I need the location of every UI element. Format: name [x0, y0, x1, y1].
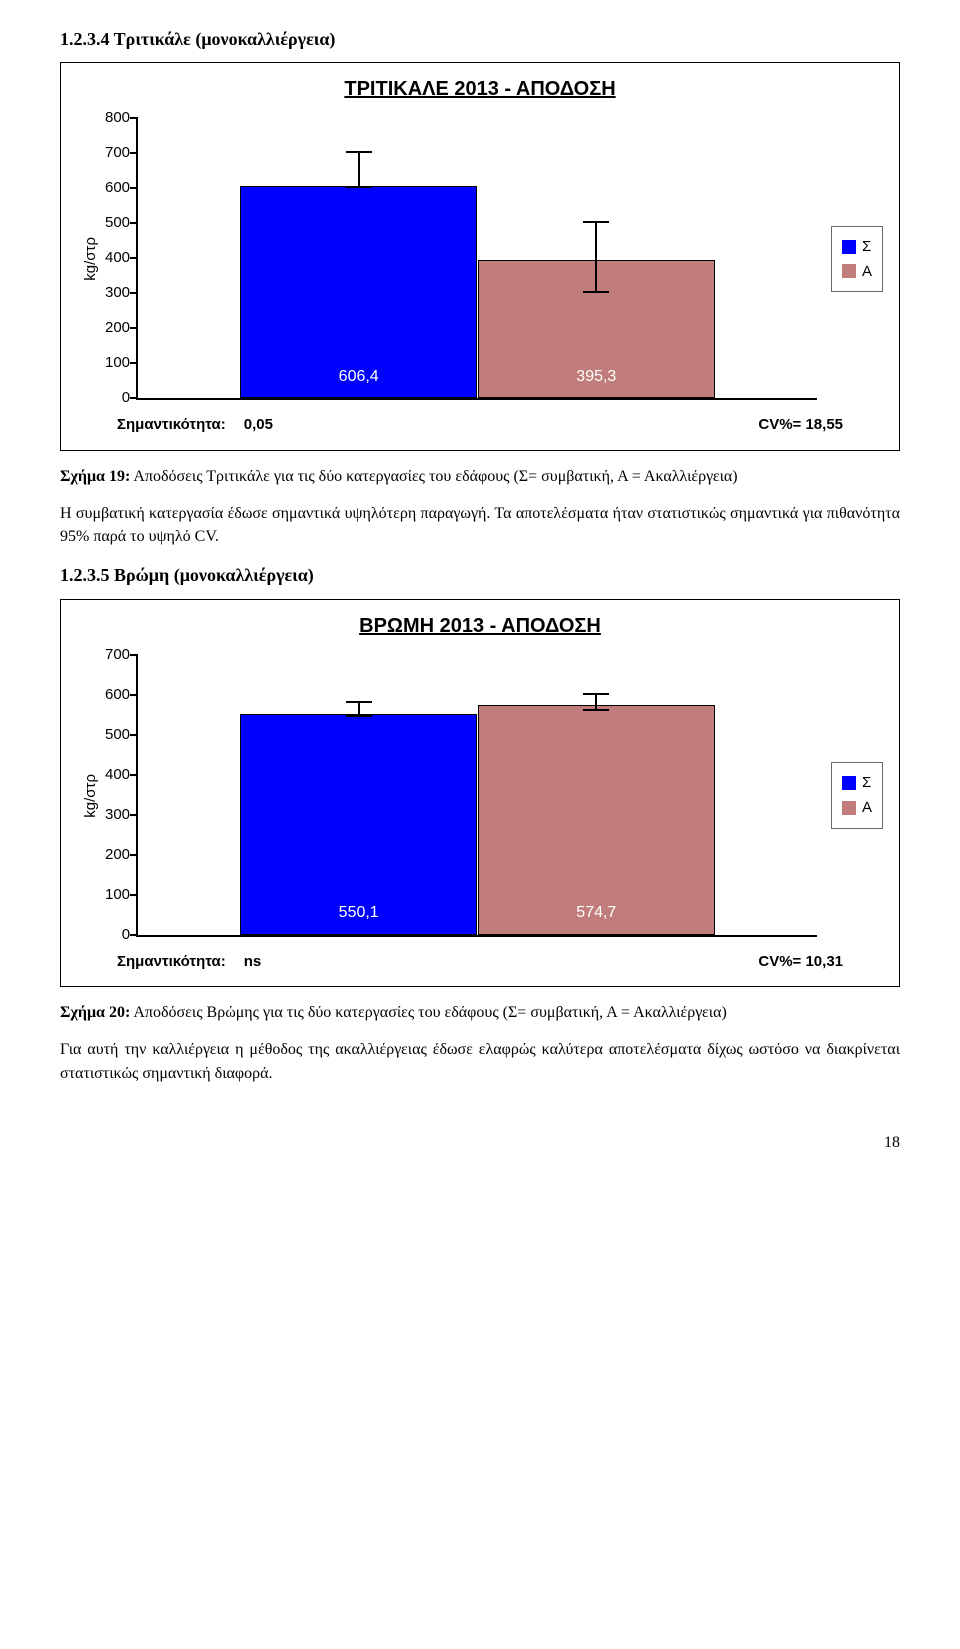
- page-number: 18: [60, 1131, 900, 1154]
- error-bar-cap: [346, 151, 372, 153]
- y-tick-mark: [130, 894, 138, 896]
- legend-label: Σ: [862, 772, 871, 794]
- error-bar-cap: [346, 715, 372, 717]
- bar-value-label: 550,1: [339, 901, 379, 924]
- legend-label: Α: [862, 797, 872, 819]
- y-tick-mark: [130, 152, 138, 154]
- error-bar-cap: [346, 186, 372, 188]
- error-bar: [358, 153, 360, 188]
- section-heading-2: 1.2.3.5 Βρώμη (μονοκαλλιέργεια): [60, 562, 900, 588]
- paragraph-1: Η συμβατική κατεργασία έδωσε σημαντικά υ…: [60, 502, 900, 548]
- error-bar-cap: [583, 291, 609, 293]
- legend-swatch: [842, 776, 856, 790]
- chart2-legend: ΣΑ: [831, 762, 883, 829]
- y-tick-mark: [130, 774, 138, 776]
- caption-2: Σχήμα 20: Αποδόσεις Βρώμης για τις δύο κ…: [60, 1001, 900, 1024]
- y-tick-mark: [130, 694, 138, 696]
- chart2-footer: Σημαντικότητα: ns CV%= 10,31: [117, 951, 843, 973]
- y-tick-mark: [130, 117, 138, 119]
- chart2-ylabel: kg/στρ: [80, 774, 102, 818]
- error-bar-cap: [583, 709, 609, 711]
- chart1-cv: CV%= 18,55: [758, 414, 843, 436]
- chart2-yaxis: 7006005004003002001000: [105, 655, 136, 935]
- legend-item: Σ: [842, 772, 872, 794]
- error-bar-cap: [583, 693, 609, 695]
- chart-bromi: ΒΡΩΜΗ 2013 - ΑΠΟΔΟΣΗ kg/στρ 700600500400…: [60, 599, 900, 988]
- error-bar-cap: [346, 701, 372, 703]
- chart1-title: ΤΡΙΤΙΚΑΛΕ 2013 - ΑΠΟΔΟΣΗ: [77, 75, 883, 104]
- caption-1-lead: Σχήμα 19:: [60, 468, 130, 485]
- y-tick-mark: [130, 734, 138, 736]
- legend-label: Σ: [862, 236, 871, 258]
- caption-1: Σχήμα 19: Αποδόσεις Τριτικάλε για τις δύ…: [60, 465, 900, 488]
- bar-value-label: 574,7: [576, 901, 616, 924]
- y-tick-mark: [130, 654, 138, 656]
- chart1-ylabel-cell: kg/στρ: [77, 118, 105, 400]
- caption-1-rest: Αποδόσεις Τριτικάλε για τις δύο κατεργασ…: [130, 468, 737, 485]
- chart2-sig-value: ns: [244, 951, 262, 973]
- chart-tritikale: ΤΡΙΤΙΚΑΛΕ 2013 - ΑΠΟΔΟΣΗ kg/στρ 80070060…: [60, 62, 900, 451]
- y-tick-mark: [130, 814, 138, 816]
- section-heading-1: 1.2.3.4 Τριτικάλε (μονοκαλλιέργεια): [60, 26, 900, 52]
- error-bar-cap: [583, 221, 609, 223]
- chart2-plot: 550,1 574,7: [136, 655, 817, 937]
- chart1-sig-value: 0,05: [244, 414, 273, 436]
- bar-value-label: 606,4: [339, 365, 379, 388]
- chart1-sig-label: Σημαντικότητα:: [117, 414, 226, 436]
- chart1-footer: Σημαντικότητα: 0,05 CV%= 18,55: [117, 414, 843, 436]
- legend-swatch: [842, 264, 856, 278]
- chart1-plot: 606,4 395,3: [136, 118, 817, 400]
- chart2-cv: CV%= 10,31: [758, 951, 843, 973]
- legend-item: Α: [842, 797, 872, 819]
- legend-label: Α: [862, 261, 872, 283]
- y-tick-mark: [130, 292, 138, 294]
- chart1-ylabel: kg/στρ: [80, 237, 102, 281]
- y-tick-mark: [130, 854, 138, 856]
- y-tick-mark: [130, 934, 138, 936]
- chart2-title: ΒΡΩΜΗ 2013 - ΑΠΟΔΟΣΗ: [77, 612, 883, 641]
- caption-2-rest: Αποδόσεις Βρώμης για τις δύο κατεργασίες…: [130, 1004, 727, 1021]
- paragraph-2: Για αυτή την καλλιέργεια η μέθοδος της α…: [60, 1038, 900, 1084]
- y-tick-mark: [130, 222, 138, 224]
- chart2-sig-label: Σημαντικότητα:: [117, 951, 226, 973]
- y-tick-mark: [130, 257, 138, 259]
- chart-bar: [478, 705, 716, 935]
- y-tick-mark: [130, 187, 138, 189]
- caption-2-lead: Σχήμα 20:: [60, 1004, 130, 1021]
- error-bar: [595, 223, 597, 293]
- y-tick-mark: [130, 397, 138, 399]
- chart2-ylabel-cell: kg/στρ: [77, 655, 105, 937]
- legend-item: Σ: [842, 236, 872, 258]
- y-tick-mark: [130, 362, 138, 364]
- y-tick-mark: [130, 327, 138, 329]
- legend-swatch: [842, 240, 856, 254]
- legend-item: Α: [842, 261, 872, 283]
- legend-swatch: [842, 801, 856, 815]
- bar-value-label: 395,3: [576, 365, 616, 388]
- chart1-legend: ΣΑ: [831, 226, 883, 293]
